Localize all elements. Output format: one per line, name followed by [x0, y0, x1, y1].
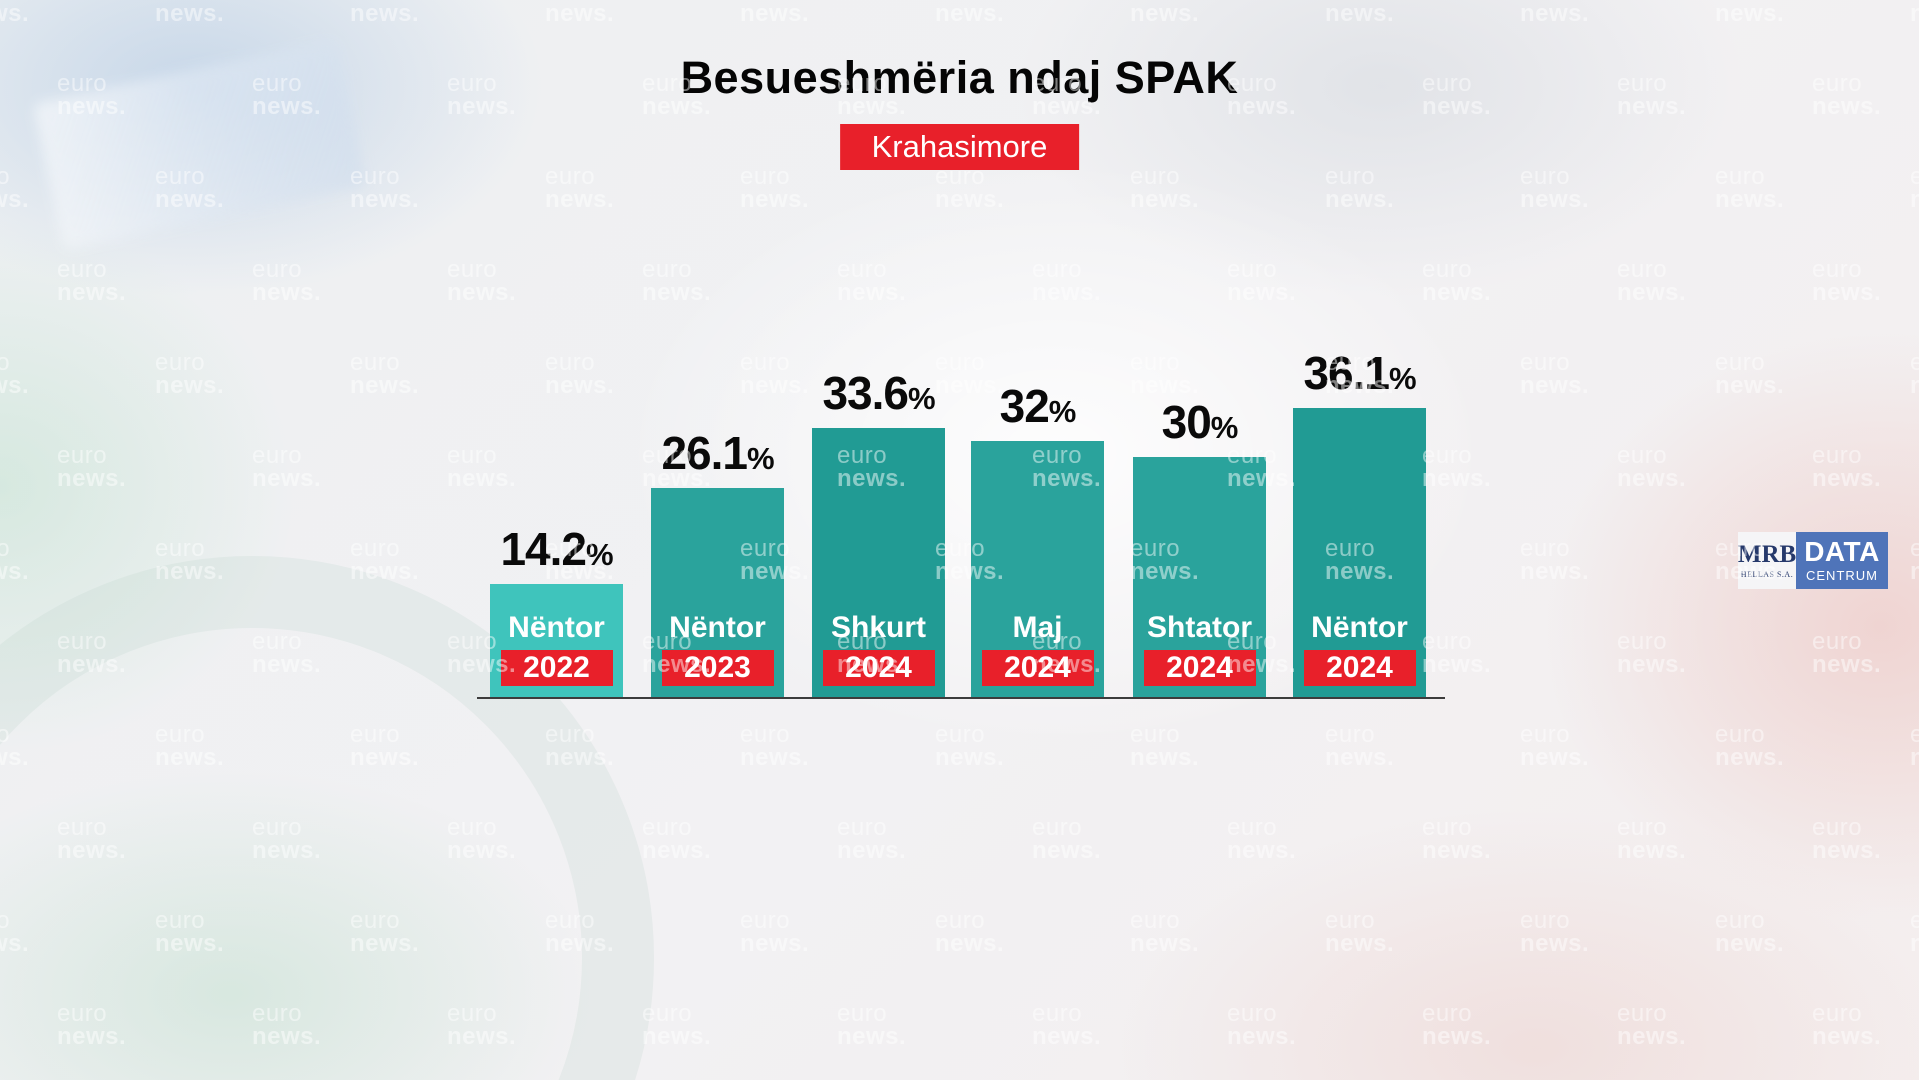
- month-label: Maj: [1012, 611, 1063, 644]
- year-badge: 2022: [500, 650, 613, 686]
- bar-value-label: 14.2%: [500, 523, 613, 575]
- bar-category-label: Nëntor 2023: [651, 611, 784, 686]
- year-badge: 2024: [1303, 650, 1416, 686]
- bar: Nëntor 2024: [1293, 408, 1426, 698]
- bar: Nëntor 2022: [490, 584, 623, 698]
- bar: Nëntor 2023: [651, 488, 784, 698]
- month-label: Nëntor: [1311, 611, 1408, 644]
- month-label: Nëntor: [669, 611, 766, 644]
- chart-title: Besueshmëria ndaj SPAK: [680, 52, 1239, 103]
- year-badge: 2024: [822, 650, 935, 686]
- bar-value-label: 32%: [999, 380, 1077, 432]
- bar-value-label: 26.1%: [661, 427, 774, 479]
- bar-group-nentor-2024: 36.1% Nëntor 2024: [1293, 346, 1426, 698]
- bar-value-label: 30%: [1161, 396, 1239, 448]
- bar: Shtator 2024: [1133, 457, 1266, 698]
- chart-subtitle-badge: Krahasimore: [839, 124, 1080, 170]
- data-centrum-logo-text: DATA: [1804, 536, 1880, 567]
- bar-group-maj-2024: 32% Maj 2024: [971, 379, 1104, 698]
- bar-group-shtator-2024: 30% Shtator 2024: [1133, 395, 1266, 698]
- bar-category-label: Nëntor 2022: [490, 611, 623, 686]
- year-badge: 2023: [661, 650, 774, 686]
- bar: Maj 2024: [971, 441, 1104, 698]
- bar-category-label: Shkurt 2024: [812, 611, 945, 686]
- year-badge: 2024: [1143, 650, 1256, 686]
- month-label: Shkurt: [830, 611, 926, 644]
- bar-category-label: Maj 2024: [971, 611, 1104, 686]
- bar: Shkurt 2024: [812, 428, 945, 698]
- month-label: Nëntor: [508, 611, 605, 644]
- chart-baseline: [477, 697, 1445, 699]
- year-badge: 2024: [981, 650, 1094, 686]
- month-label: Shtator: [1147, 611, 1252, 644]
- mrb-logo-text: MRB: [1737, 541, 1797, 568]
- data-centrum-logo: DATA CENTRUM: [1796, 532, 1888, 589]
- bar-group-nentor-2022: 14.2% Nëntor 2022: [490, 522, 623, 698]
- mrb-hellas-logo: MRB HELLAS S.A.: [1738, 532, 1796, 589]
- bar-value-label: 36.1%: [1303, 347, 1416, 399]
- data-centrum-logo-subtext: CENTRUM: [1806, 568, 1878, 583]
- source-logo: MRB HELLAS S.A. DATA CENTRUM: [1738, 532, 1888, 589]
- bar-category-label: Nëntor 2024: [1293, 611, 1426, 686]
- mrb-logo-subtext: HELLAS S.A.: [1740, 570, 1794, 579]
- bar-value-label: 33.6%: [822, 367, 935, 419]
- bar-group-nentor-2023: 26.1% Nëntor 2023: [651, 426, 784, 698]
- bar-category-label: Shtator 2024: [1133, 611, 1266, 686]
- bar-group-shkurt-2024: 33.6% Shkurt 2024: [812, 366, 945, 698]
